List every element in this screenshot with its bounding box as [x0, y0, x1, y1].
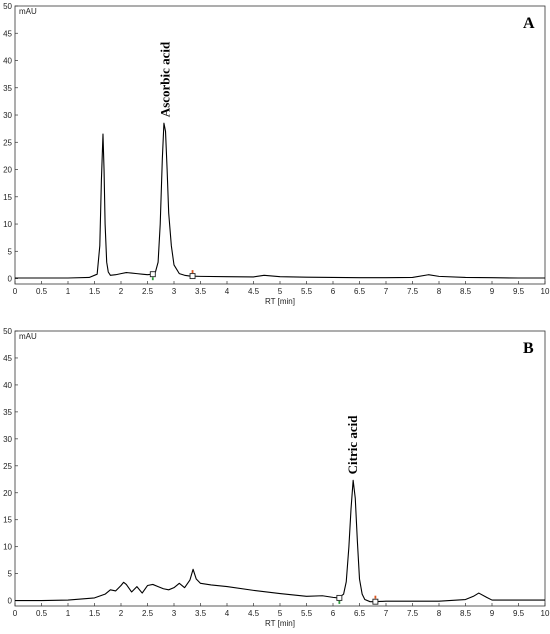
- x-tick-label: 3.5: [195, 287, 207, 296]
- panel-letter: A: [523, 15, 535, 32]
- x-tick-label: 1.5: [89, 609, 101, 618]
- chromatogram-panel-a: 0 5 10 15 20 25 30 35 40 45 50 0 0.5 1 1.5 2 2.5 3 3.5 4 4.5…: [3, 2, 550, 306]
- x-tick-label: 9: [490, 609, 495, 618]
- x-tick-label: 2.5: [142, 609, 154, 618]
- x-tick-label: 4: [225, 609, 230, 618]
- y-tick-label: 35: [3, 408, 12, 417]
- y-tick-label: 40: [3, 57, 12, 66]
- x-axis-label: RT [min]: [265, 297, 295, 306]
- x-tick-label: 7.5: [407, 609, 419, 618]
- x-tick-label: 0.5: [36, 287, 48, 296]
- x-tick-label: 8.5: [460, 287, 472, 296]
- x-tick-label: 3: [172, 287, 177, 296]
- baseline-marker: [336, 594, 343, 601]
- x-tick-label: 5.5: [301, 609, 313, 618]
- y-tick-label: 15: [3, 193, 12, 202]
- y-tick-label: 45: [3, 354, 12, 363]
- y-tick-label: 5: [8, 247, 13, 256]
- y-tick-label: 30: [3, 435, 12, 444]
- x-tick-label: 3.5: [195, 609, 207, 618]
- x-tick-label: 2: [119, 287, 124, 296]
- panel-letter: B: [523, 340, 534, 357]
- y-tick-label: 45: [3, 29, 12, 38]
- x-tick-label: 5: [278, 287, 283, 296]
- plot-frame: [14, 5, 546, 285]
- peak-label: Citric acid: [345, 415, 360, 475]
- x-tick-label: 4: [225, 287, 230, 296]
- x-tick-label: 8.5: [460, 609, 472, 618]
- x-tick-label: 9.5: [513, 287, 525, 296]
- plot-frame: [14, 330, 546, 607]
- y-tick-label: 25: [3, 138, 12, 147]
- baseline-marker: [372, 598, 379, 605]
- x-tick-label: 4.5: [248, 287, 260, 296]
- y-tick-label: 50: [3, 327, 12, 336]
- x-tick-label: 5.5: [301, 287, 313, 296]
- y-tick-label: 10: [3, 543, 12, 552]
- y-tick-label: 40: [3, 381, 12, 390]
- x-axis-label: RT [min]: [265, 619, 295, 628]
- x-tick-label: 0: [13, 287, 18, 296]
- x-tick-label: 9.5: [513, 609, 525, 618]
- y-tick-label: 50: [3, 2, 12, 11]
- x-tick-label: 2: [119, 609, 124, 618]
- x-tick-label: 9: [490, 287, 495, 296]
- x-tick-label: 6.5: [354, 609, 366, 618]
- x-tick-label: 3: [172, 609, 177, 618]
- x-tick-label: 2.5: [142, 287, 154, 296]
- baseline-marker: [189, 273, 196, 280]
- y-tick-label: 0: [8, 275, 13, 284]
- x-tick-label: 4.5: [248, 609, 260, 618]
- x-tick-label: 5: [278, 609, 283, 618]
- x-tick-label: 7: [384, 287, 389, 296]
- y-tick-label: 20: [3, 166, 12, 175]
- x-tick-label: 1: [66, 609, 71, 618]
- x-tick-label: 6: [331, 287, 336, 296]
- chromatogram-trace: [15, 122, 545, 279]
- x-tick-label: 7: [384, 609, 389, 618]
- y-axis-label: mAU: [19, 7, 37, 16]
- x-tick-label: 8: [437, 609, 442, 618]
- y-tick-label: 25: [3, 462, 12, 471]
- y-tick-label: 30: [3, 111, 12, 120]
- x-tick-label: 0.5: [36, 609, 48, 618]
- x-tick-label: 10: [541, 609, 550, 618]
- chromatogram-panel-b: 0 5 10 15 20 25 30 35 40 45 50 0 0.5 1 1.5 2 2.5 3 3.5 4 4.5…: [3, 327, 550, 628]
- chromatogram-trace: [15, 479, 545, 603]
- x-tick-label: 0: [13, 609, 18, 618]
- x-tick-label: 1.5: [89, 287, 101, 296]
- y-tick-label: 20: [3, 489, 12, 498]
- y-axis-label: mAU: [19, 332, 37, 341]
- y-tick-label: 0: [8, 597, 13, 606]
- x-tick-label: 7.5: [407, 287, 419, 296]
- y-tick-label: 5: [8, 570, 13, 579]
- peak-label: Ascorbic acid: [158, 41, 173, 117]
- y-tick-label: 15: [3, 516, 12, 525]
- x-tick-label: 8: [437, 287, 442, 296]
- baseline-marker: [149, 271, 156, 278]
- y-tick-label: 35: [3, 84, 12, 93]
- x-tick-label: 6: [331, 609, 336, 618]
- x-tick-label: 1: [66, 287, 71, 296]
- x-tick-label: 6.5: [354, 287, 366, 296]
- y-tick-label: 10: [3, 220, 12, 229]
- x-tick-label: 10: [541, 287, 550, 296]
